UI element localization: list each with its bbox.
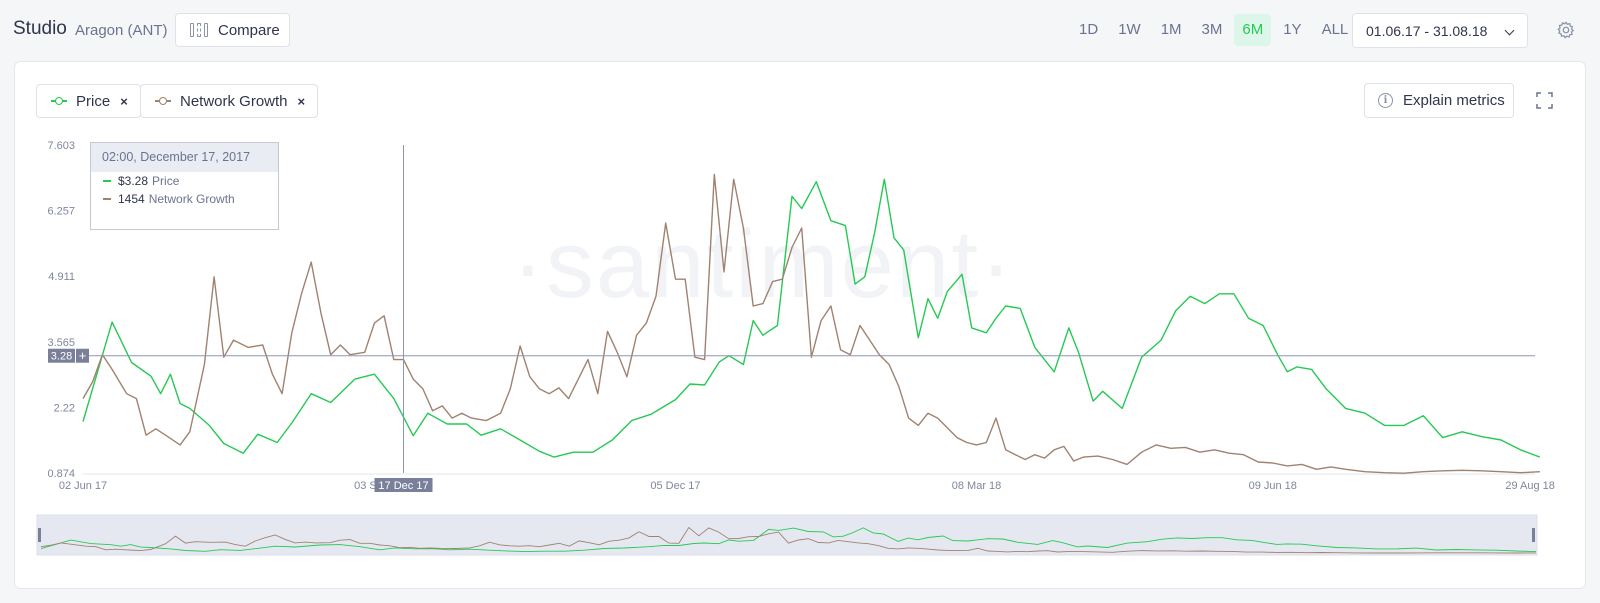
metric-chip-network-growth[interactable]: Network Growth ×	[140, 84, 319, 118]
crosshair-plus-bg	[76, 348, 89, 363]
y-tick-label: 7.603	[47, 140, 75, 152]
range-selector: 1D 1W 1M 3M 6M 1Y ALL	[1071, 14, 1360, 46]
crosshair-y-label-bg	[48, 348, 75, 363]
series-line-price	[82, 178, 1541, 458]
tooltip-price-swatch	[103, 180, 111, 182]
y-tick-label: 3.565	[47, 337, 75, 349]
navigator-line-price	[40, 527, 1537, 553]
date-range-value: 01.06.17 - 31.08.18	[1366, 23, 1488, 39]
explain-metrics-button[interactable]: i Explain metrics	[1364, 83, 1514, 118]
crosshair-plus-icon: +	[79, 348, 87, 363]
remove-price-button[interactable]: ×	[120, 93, 128, 109]
tooltip-date: 02:00, December 17, 2017	[91, 143, 278, 172]
y-tick-label: 4.911	[48, 271, 75, 283]
navigator	[36, 514, 1538, 556]
chart-card: Price × Network Growth × i Explain metri…	[14, 61, 1586, 589]
x-tick-label: 05 Dec 17	[650, 480, 700, 492]
gear-icon[interactable]	[1557, 21, 1575, 39]
project-name: Aragon (ANT)	[75, 22, 168, 39]
chart[interactable]: ·santiment·7.6036.2574.9113.5652.220.874…	[15, 62, 1587, 590]
range-1m[interactable]: 1M	[1160, 21, 1182, 38]
y-tick-label: 0.874	[47, 468, 75, 480]
app-title: Studio	[13, 18, 67, 39]
compare-label: Compare	[218, 21, 280, 39]
y-tick-label: 2.22	[54, 402, 75, 414]
date-range-picker[interactable]: 01.06.17 - 31.08.18	[1352, 13, 1528, 48]
price-legend-icon	[51, 96, 67, 106]
range-1d[interactable]: 1D	[1079, 21, 1099, 38]
hover-tooltip: 02:00, December 17, 2017 $3.28 Price 145…	[90, 142, 279, 230]
range-1y[interactable]: 1Y	[1283, 21, 1302, 38]
metric-label-price: Price	[76, 92, 111, 110]
navigator-handle-left	[38, 528, 41, 542]
tooltip-network-growth-value: 1454	[118, 192, 145, 206]
series-line-network-growth	[82, 173, 1540, 474]
x-tick-label: 09 Jun 18	[1249, 480, 1297, 492]
tooltip-price-value: $3.28	[118, 174, 149, 188]
tooltip-row-network-growth: 1454 Network Growth	[91, 190, 278, 208]
network-growth-legend-icon	[155, 96, 171, 106]
range-6m[interactable]: 6M	[1234, 14, 1272, 46]
metric-chip-price[interactable]: Price ×	[36, 84, 141, 118]
info-icon: i	[1378, 93, 1393, 108]
range-all[interactable]: ALL	[1321, 21, 1349, 38]
navigator-line-network-growth	[40, 526, 1537, 554]
crosshair-x-label: 17 Dec 17	[378, 480, 428, 492]
tooltip-network-growth-label: Network Growth	[148, 192, 235, 206]
navigator-handle-right	[1532, 528, 1535, 542]
tooltip-row-price: $3.28 Price	[91, 172, 278, 190]
range-3m[interactable]: 3M	[1201, 21, 1223, 38]
tooltip-price-label: Price	[152, 174, 180, 188]
y-tick-label: 6.257	[47, 206, 75, 218]
x-tick-label: 08 Mar 18	[952, 480, 1002, 492]
tooltip-network-growth-swatch	[103, 198, 111, 200]
crosshair-x-label-bg	[374, 478, 433, 492]
x-tick-label: 29 Aug 18	[1505, 480, 1555, 492]
crosshair-y-label: 3.28	[51, 351, 72, 363]
chevron-down-icon	[1504, 25, 1515, 36]
compare-icon	[190, 23, 208, 37]
range-1w[interactable]: 1W	[1118, 21, 1141, 38]
x-tick-label: 02 Jun 17	[59, 480, 107, 492]
metric-label-network-growth: Network Growth	[180, 92, 288, 110]
remove-network-growth-button[interactable]: ×	[297, 93, 306, 109]
explain-metrics-label: Explain metrics	[1403, 92, 1505, 109]
compare-button[interactable]: Compare	[175, 13, 290, 47]
top-bar: Studio Aragon (ANT) Compare 1D 1W 1M 3M 6M 1Y…	[0, 0, 1600, 60]
fullscreen-icon[interactable]	[1536, 92, 1553, 109]
